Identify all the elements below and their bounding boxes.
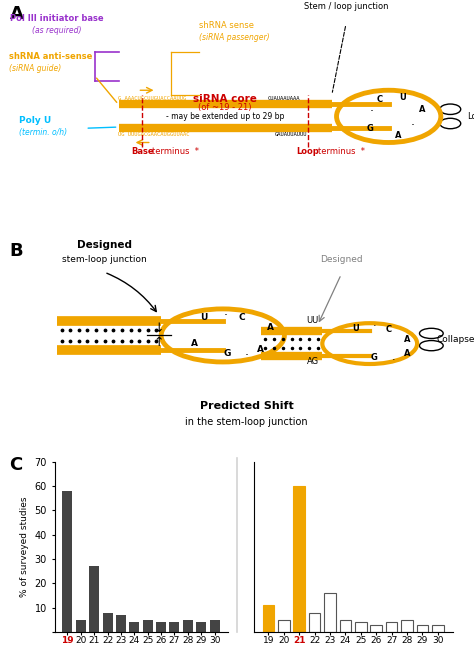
- Text: ·: ·: [223, 308, 227, 322]
- Text: C: C: [386, 325, 392, 334]
- Text: Poly U: Poly U: [19, 116, 51, 126]
- Bar: [278, 620, 290, 632]
- Text: B: B: [9, 242, 23, 260]
- Text: A: A: [404, 335, 411, 344]
- Bar: [170, 622, 180, 632]
- Text: AG: AG: [307, 357, 319, 366]
- Text: siRNA core: siRNA core: [193, 94, 257, 104]
- Text: Pol III initiator base: Pol III initiator base: [10, 14, 104, 23]
- Bar: [129, 622, 139, 632]
- Bar: [210, 620, 219, 632]
- Text: Stem / loop junction: Stem / loop junction: [304, 3, 388, 11]
- Bar: [401, 620, 413, 632]
- Text: CUAUAAUAAA: CUAUAAUAAA: [268, 96, 301, 101]
- Text: G AAACUGCUUGUACCAAUUG: G AAACUGCUUGUACCAAUUG: [118, 96, 187, 101]
- Text: stem-loop junction: stem-loop junction: [62, 255, 146, 264]
- Text: Loop: Loop: [467, 112, 474, 121]
- Text: in the stem-loop junction: in the stem-loop junction: [185, 417, 308, 427]
- Text: A: A: [191, 339, 198, 348]
- Text: Loop: Loop: [297, 147, 319, 157]
- Text: G: G: [224, 349, 231, 359]
- Text: U: U: [352, 324, 359, 332]
- Text: A: A: [404, 349, 411, 359]
- Text: A: A: [257, 345, 264, 354]
- Text: C: C: [9, 456, 23, 474]
- Text: ·: ·: [373, 321, 376, 331]
- Text: A: A: [9, 5, 23, 23]
- Text: Predicted Shift: Predicted Shift: [200, 401, 293, 411]
- Text: UU: UU: [307, 316, 319, 325]
- Bar: [116, 615, 126, 632]
- Bar: [432, 625, 444, 632]
- Text: (as required): (as required): [32, 26, 82, 35]
- Bar: [371, 625, 382, 632]
- Text: ↓: ↓: [154, 322, 164, 334]
- Text: ·: ·: [392, 355, 395, 365]
- Bar: [143, 620, 153, 632]
- Bar: [293, 486, 305, 632]
- Text: UG UUUGACGAACAUGGUUAAC: UG UUUGACGAACAUGGUUAAC: [118, 132, 190, 136]
- Text: GAUAUUAUUU: GAUAUUAUUU: [275, 132, 308, 136]
- Text: G: G: [366, 124, 373, 132]
- Bar: [355, 622, 366, 632]
- Text: shRNA anti-sense: shRNA anti-sense: [9, 52, 93, 62]
- Text: ·: ·: [370, 105, 374, 118]
- Text: Base: Base: [131, 147, 154, 157]
- Text: A: A: [419, 105, 425, 114]
- Text: (siRNA passenger): (siRNA passenger): [199, 33, 270, 42]
- Text: U: U: [400, 93, 406, 102]
- Text: (of ~19 - 21): (of ~19 - 21): [199, 104, 252, 112]
- Text: (termin. o/h): (termin. o/h): [19, 128, 67, 137]
- Bar: [102, 613, 112, 632]
- Text: A: A: [395, 131, 401, 140]
- Text: ·: ·: [410, 119, 414, 132]
- Text: (siRNA guide): (siRNA guide): [9, 64, 62, 73]
- Text: terminus  *: terminus *: [152, 147, 199, 157]
- Y-axis label: % of surveyed studies: % of surveyed studies: [20, 496, 29, 597]
- Bar: [183, 620, 193, 632]
- Bar: [89, 567, 99, 632]
- Bar: [63, 491, 73, 632]
- Text: Designed: Designed: [77, 240, 132, 250]
- Bar: [386, 622, 397, 632]
- Text: Designed: Designed: [320, 255, 363, 264]
- Bar: [340, 620, 351, 632]
- Text: G: G: [371, 353, 378, 363]
- Text: U: U: [200, 312, 208, 322]
- Text: ↑: ↑: [154, 336, 164, 349]
- Text: - may be extended up to 29 bp: - may be extended up to 29 bp: [166, 112, 284, 120]
- Bar: [417, 625, 428, 632]
- Bar: [324, 593, 336, 632]
- Bar: [196, 622, 206, 632]
- Bar: [263, 605, 274, 632]
- Text: terminus  *: terminus *: [318, 147, 365, 157]
- Bar: [156, 622, 166, 632]
- Bar: [76, 620, 86, 632]
- Bar: [309, 613, 320, 632]
- Text: ·: ·: [245, 349, 248, 363]
- Text: A: A: [267, 322, 273, 332]
- Text: Collapsed: Collapsed: [436, 335, 474, 344]
- Text: C: C: [376, 95, 382, 104]
- Text: C: C: [238, 312, 245, 322]
- Text: shRNA sense: shRNA sense: [199, 21, 254, 31]
